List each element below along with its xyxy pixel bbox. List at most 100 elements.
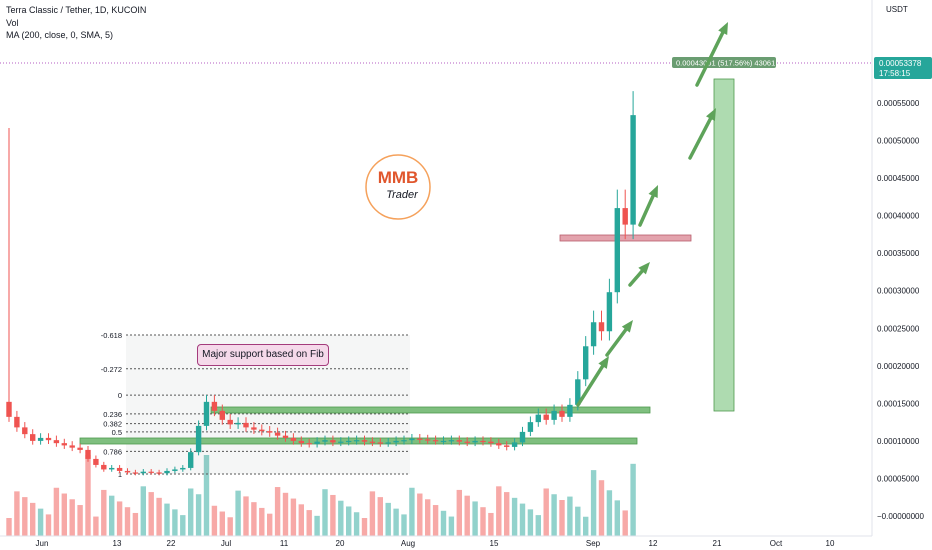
fib-support-callout[interactable]: Major support based on Fib	[197, 344, 329, 366]
candle-body	[274, 432, 281, 436]
arrow-head	[648, 185, 658, 198]
candle-body	[338, 441, 344, 443]
projection-arrow	[638, 185, 658, 227]
candle-body	[535, 414, 541, 423]
price-tick-label: 0.00015000	[877, 399, 920, 408]
time-tick-label: 21	[713, 539, 722, 548]
candle-body	[425, 439, 431, 441]
candle	[227, 414, 233, 429]
volume-bar	[77, 505, 83, 536]
volume-bar	[45, 514, 52, 536]
volume-bar	[361, 518, 368, 536]
time-tick-label: Sep	[586, 539, 601, 548]
candle-body	[361, 440, 368, 442]
arrow-head	[638, 262, 650, 275]
candle	[448, 435, 455, 445]
candle	[109, 465, 115, 472]
candle	[472, 436, 478, 447]
candle-body	[496, 443, 502, 446]
last-price-badge	[874, 57, 932, 79]
candle-body	[559, 410, 565, 417]
volume-bar	[385, 502, 391, 536]
candle	[480, 436, 486, 446]
candle	[188, 448, 194, 471]
candle	[464, 437, 470, 447]
candle	[290, 433, 297, 445]
volume-bar	[109, 495, 115, 536]
candle-body	[472, 440, 478, 443]
projection-arrow	[605, 320, 633, 357]
measure-label-bg	[672, 57, 776, 68]
volume-bar	[14, 491, 20, 536]
candle	[61, 438, 67, 449]
volume-bar	[180, 515, 186, 536]
volume-bar	[164, 503, 170, 536]
candlesticks	[6, 91, 636, 476]
time-tick-label: 10	[826, 539, 835, 548]
candle	[259, 424, 265, 436]
fib-level-label: 0.786	[103, 447, 122, 456]
moving-average-indicator-label[interactable]: MA (200, close, 0, SMA, 5)	[6, 30, 114, 40]
candle-body	[243, 422, 249, 428]
candle	[322, 435, 328, 446]
volume-bar	[567, 496, 573, 536]
volume-bar	[30, 502, 36, 536]
candle-body	[377, 442, 383, 444]
volume-bar	[575, 506, 581, 536]
candle	[527, 416, 534, 437]
projection-arrow	[695, 22, 728, 87]
candle	[203, 394, 210, 431]
volume-bar	[480, 507, 486, 536]
candle-body	[140, 471, 146, 474]
candle-body	[417, 438, 423, 440]
candle-body	[575, 379, 581, 405]
candle-body	[504, 445, 510, 447]
volume-bar	[188, 488, 194, 536]
candle-body	[132, 472, 139, 474]
volume-bar	[298, 504, 304, 536]
candle-body	[480, 440, 486, 443]
measure-label: 0.00043061 (517.56%) 43061	[676, 59, 775, 68]
candle	[432, 435, 439, 445]
candle	[583, 336, 589, 387]
volume-bar	[306, 510, 312, 536]
candle-body	[251, 427, 257, 430]
price-tick-label: 0.00035000	[877, 249, 920, 258]
candle	[148, 469, 154, 475]
projection-arrows	[576, 22, 728, 407]
fib-level-label: -0.272	[101, 365, 122, 374]
volume-bar	[235, 490, 241, 536]
volume-bar	[559, 500, 565, 536]
volume-bar	[93, 516, 99, 536]
fib-level-label: 0.382	[103, 420, 122, 429]
price-tick-label: 0.00055000	[877, 99, 920, 108]
candle	[369, 437, 376, 447]
projection-arrow	[576, 356, 609, 407]
candle	[590, 310, 597, 355]
candle-body	[235, 422, 241, 425]
candle	[77, 443, 83, 454]
volume-bar	[511, 497, 518, 536]
candle-body	[85, 449, 91, 459]
candle	[519, 426, 526, 447]
time-tick-label: 13	[113, 539, 122, 548]
candle-body	[180, 467, 186, 470]
candle	[385, 437, 391, 447]
candle-body	[77, 447, 83, 450]
price-tick-label: 0.00010000	[877, 437, 920, 446]
volume-bar	[432, 505, 439, 536]
candle-body	[211, 401, 218, 411]
candle-body	[409, 438, 415, 441]
time-tick-label: Jun	[36, 539, 49, 548]
mmb-trader-logo: MMB Trader	[365, 154, 431, 220]
volume-bar	[22, 497, 28, 536]
volume-bar	[519, 503, 526, 536]
volume-bar	[267, 513, 273, 536]
arrow-head	[598, 356, 609, 369]
volume-bar	[330, 494, 336, 536]
volume-indicator-label[interactable]: Vol	[6, 17, 19, 28]
candle	[361, 435, 368, 446]
candle	[598, 310, 605, 341]
candle	[93, 455, 99, 468]
